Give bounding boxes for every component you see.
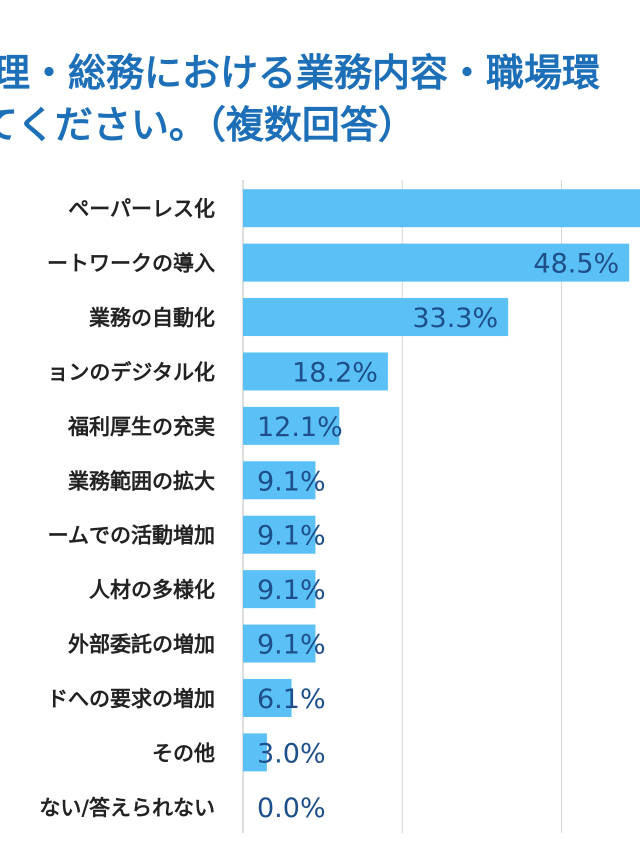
bar — [243, 624, 316, 663]
data-label: 9.1% — [257, 521, 326, 552]
bar — [243, 733, 267, 772]
category-label: 業務範囲の拡大 — [68, 469, 215, 493]
data-label: 9.1% — [257, 630, 326, 661]
bar — [243, 298, 509, 337]
category-label: ームでの活動増加 — [48, 524, 215, 548]
category-label: 外部委託の増加 — [68, 633, 215, 657]
bar — [243, 515, 316, 554]
bar — [243, 189, 640, 228]
category-label: ートワークの導入 — [47, 252, 215, 276]
data-label: 3.0% — [257, 738, 326, 769]
category-label: その他 — [152, 741, 215, 765]
category-label: ドへの要求の増加 — [47, 687, 215, 711]
chart-title-line-2: てください。（複数回答） — [0, 103, 416, 147]
data-label: 33.3% — [412, 303, 498, 334]
chart-title-line-1: 理・総務における業務内容・職場環 — [0, 51, 601, 95]
bar — [243, 406, 340, 445]
bar — [243, 243, 630, 282]
data-label: 12.1% — [257, 412, 343, 443]
category-label: ペーパーレス化 — [68, 197, 215, 221]
bar — [243, 570, 316, 609]
data-label: 9.1% — [257, 466, 326, 497]
category-label: ョンのデジタル化 — [47, 360, 215, 384]
data-label: 9.1% — [257, 575, 326, 606]
category-label: ない/答えられない — [39, 796, 215, 820]
bar — [243, 352, 388, 391]
data-label: 18.2% — [292, 357, 378, 388]
category-label: 福利厚生の充実 — [67, 415, 215, 439]
category-label: 人材の多様化 — [89, 578, 215, 602]
bar — [243, 678, 292, 717]
data-label: 6.1% — [257, 684, 326, 715]
bar — [243, 461, 316, 500]
data-label: 48.5% — [533, 249, 619, 280]
data-label: 0.0% — [257, 793, 326, 824]
category-label: 業務の自動化 — [89, 306, 215, 330]
